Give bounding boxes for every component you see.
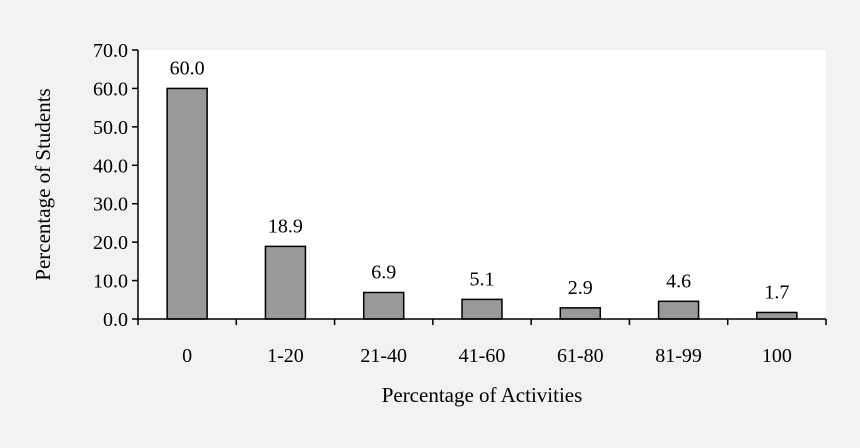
y-tick-label: 30.0 (93, 194, 128, 216)
category-label: 21-40 (360, 345, 407, 367)
category-label: 100 (762, 345, 792, 367)
x-axis-ticks (137, 319, 827, 325)
data-label: 60.0 (170, 57, 205, 79)
y-tick-label: 60.0 (93, 78, 128, 100)
category-label: 41-60 (459, 345, 506, 367)
bar (264, 245, 307, 320)
y-tick-label: 0.0 (103, 309, 128, 331)
plot-area (138, 50, 826, 319)
category-label: 1-20 (267, 345, 304, 367)
x-axis-title: Percentage of Activities (382, 383, 583, 407)
bar (756, 311, 798, 320)
y-axis-title: Percentage of Students (31, 88, 55, 280)
bars (166, 87, 798, 320)
bar (362, 291, 405, 320)
category-label: 81-99 (655, 345, 702, 367)
data-label: 5.1 (470, 268, 495, 290)
bar (461, 298, 503, 320)
data-label: 1.7 (764, 281, 789, 303)
y-tick-label: 20.0 (93, 232, 128, 254)
y-tick-label: 10.0 (93, 271, 128, 293)
bar (657, 300, 700, 320)
category-labels: 0 1-20 21-40 41-60 61-80 81-99 100 (182, 345, 792, 367)
y-tick-label: 50.0 (93, 117, 128, 139)
y-tick-label: 40.0 (93, 155, 128, 177)
data-label: 2.9 (568, 277, 593, 299)
data-labels: 60.0 18.9 6.9 5.1 2.9 4.6 1.7 (170, 57, 790, 303)
bar (559, 307, 602, 320)
data-label: 18.9 (268, 215, 303, 237)
category-label: 61-80 (557, 345, 604, 367)
y-axis-ticks: 0.0 10.0 20.0 30.0 40.0 50.0 60.0 70.0 (93, 40, 138, 331)
category-label: 0 (182, 345, 192, 367)
data-label: 6.9 (371, 261, 396, 283)
data-label: 4.6 (666, 270, 691, 292)
y-tick-label: 70.0 (93, 40, 128, 62)
bar (166, 87, 208, 320)
